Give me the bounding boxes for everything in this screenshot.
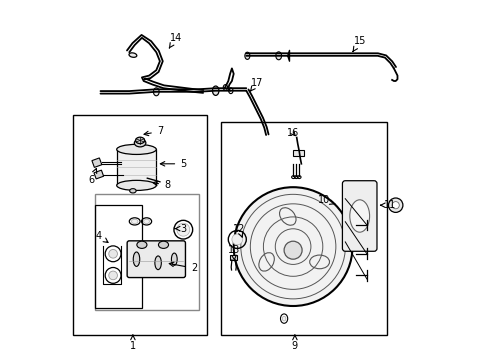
Ellipse shape — [244, 52, 249, 59]
FancyBboxPatch shape — [342, 181, 376, 251]
Bar — [221, 122, 386, 335]
Ellipse shape — [212, 86, 219, 95]
Text: 17: 17 — [250, 78, 263, 91]
Ellipse shape — [137, 241, 146, 248]
Ellipse shape — [349, 200, 369, 232]
Circle shape — [108, 249, 117, 258]
Circle shape — [391, 202, 399, 209]
Ellipse shape — [153, 88, 159, 96]
Circle shape — [233, 187, 352, 306]
Text: 6: 6 — [88, 168, 97, 185]
Text: 11: 11 — [380, 200, 396, 210]
Ellipse shape — [134, 139, 145, 147]
Ellipse shape — [155, 256, 161, 270]
Text: 12: 12 — [232, 224, 245, 237]
Text: 10: 10 — [317, 195, 335, 205]
Bar — [92, 158, 102, 167]
Bar — [73, 115, 206, 335]
Bar — [292, 150, 303, 156]
Text: 4: 4 — [96, 231, 108, 243]
Bar — [95, 205, 142, 308]
Text: 13: 13 — [227, 245, 239, 261]
Text: 14: 14 — [169, 33, 182, 48]
Ellipse shape — [158, 241, 168, 248]
Ellipse shape — [133, 252, 140, 266]
Circle shape — [108, 271, 117, 280]
Circle shape — [177, 223, 189, 236]
Ellipse shape — [129, 189, 136, 193]
FancyBboxPatch shape — [127, 241, 185, 278]
Text: 2: 2 — [169, 262, 197, 273]
Ellipse shape — [143, 219, 149, 224]
Bar — [95, 194, 199, 310]
Circle shape — [231, 234, 242, 245]
Text: 5: 5 — [160, 159, 186, 169]
Text: 3: 3 — [174, 224, 186, 234]
Bar — [230, 255, 237, 260]
Ellipse shape — [275, 52, 281, 60]
Ellipse shape — [282, 316, 285, 321]
Bar — [94, 170, 103, 179]
Ellipse shape — [135, 137, 144, 144]
Ellipse shape — [171, 253, 177, 265]
Ellipse shape — [131, 219, 138, 224]
Text: 7: 7 — [144, 126, 163, 136]
Ellipse shape — [117, 144, 156, 154]
Circle shape — [387, 198, 402, 212]
Text: 15: 15 — [352, 36, 365, 51]
Text: 8: 8 — [153, 180, 170, 190]
Text: 9: 9 — [291, 335, 297, 351]
Bar — [117, 149, 156, 185]
Ellipse shape — [117, 180, 156, 190]
Ellipse shape — [129, 53, 137, 57]
Text: 1: 1 — [130, 335, 136, 351]
Circle shape — [284, 241, 302, 259]
Text: 16: 16 — [286, 128, 299, 138]
